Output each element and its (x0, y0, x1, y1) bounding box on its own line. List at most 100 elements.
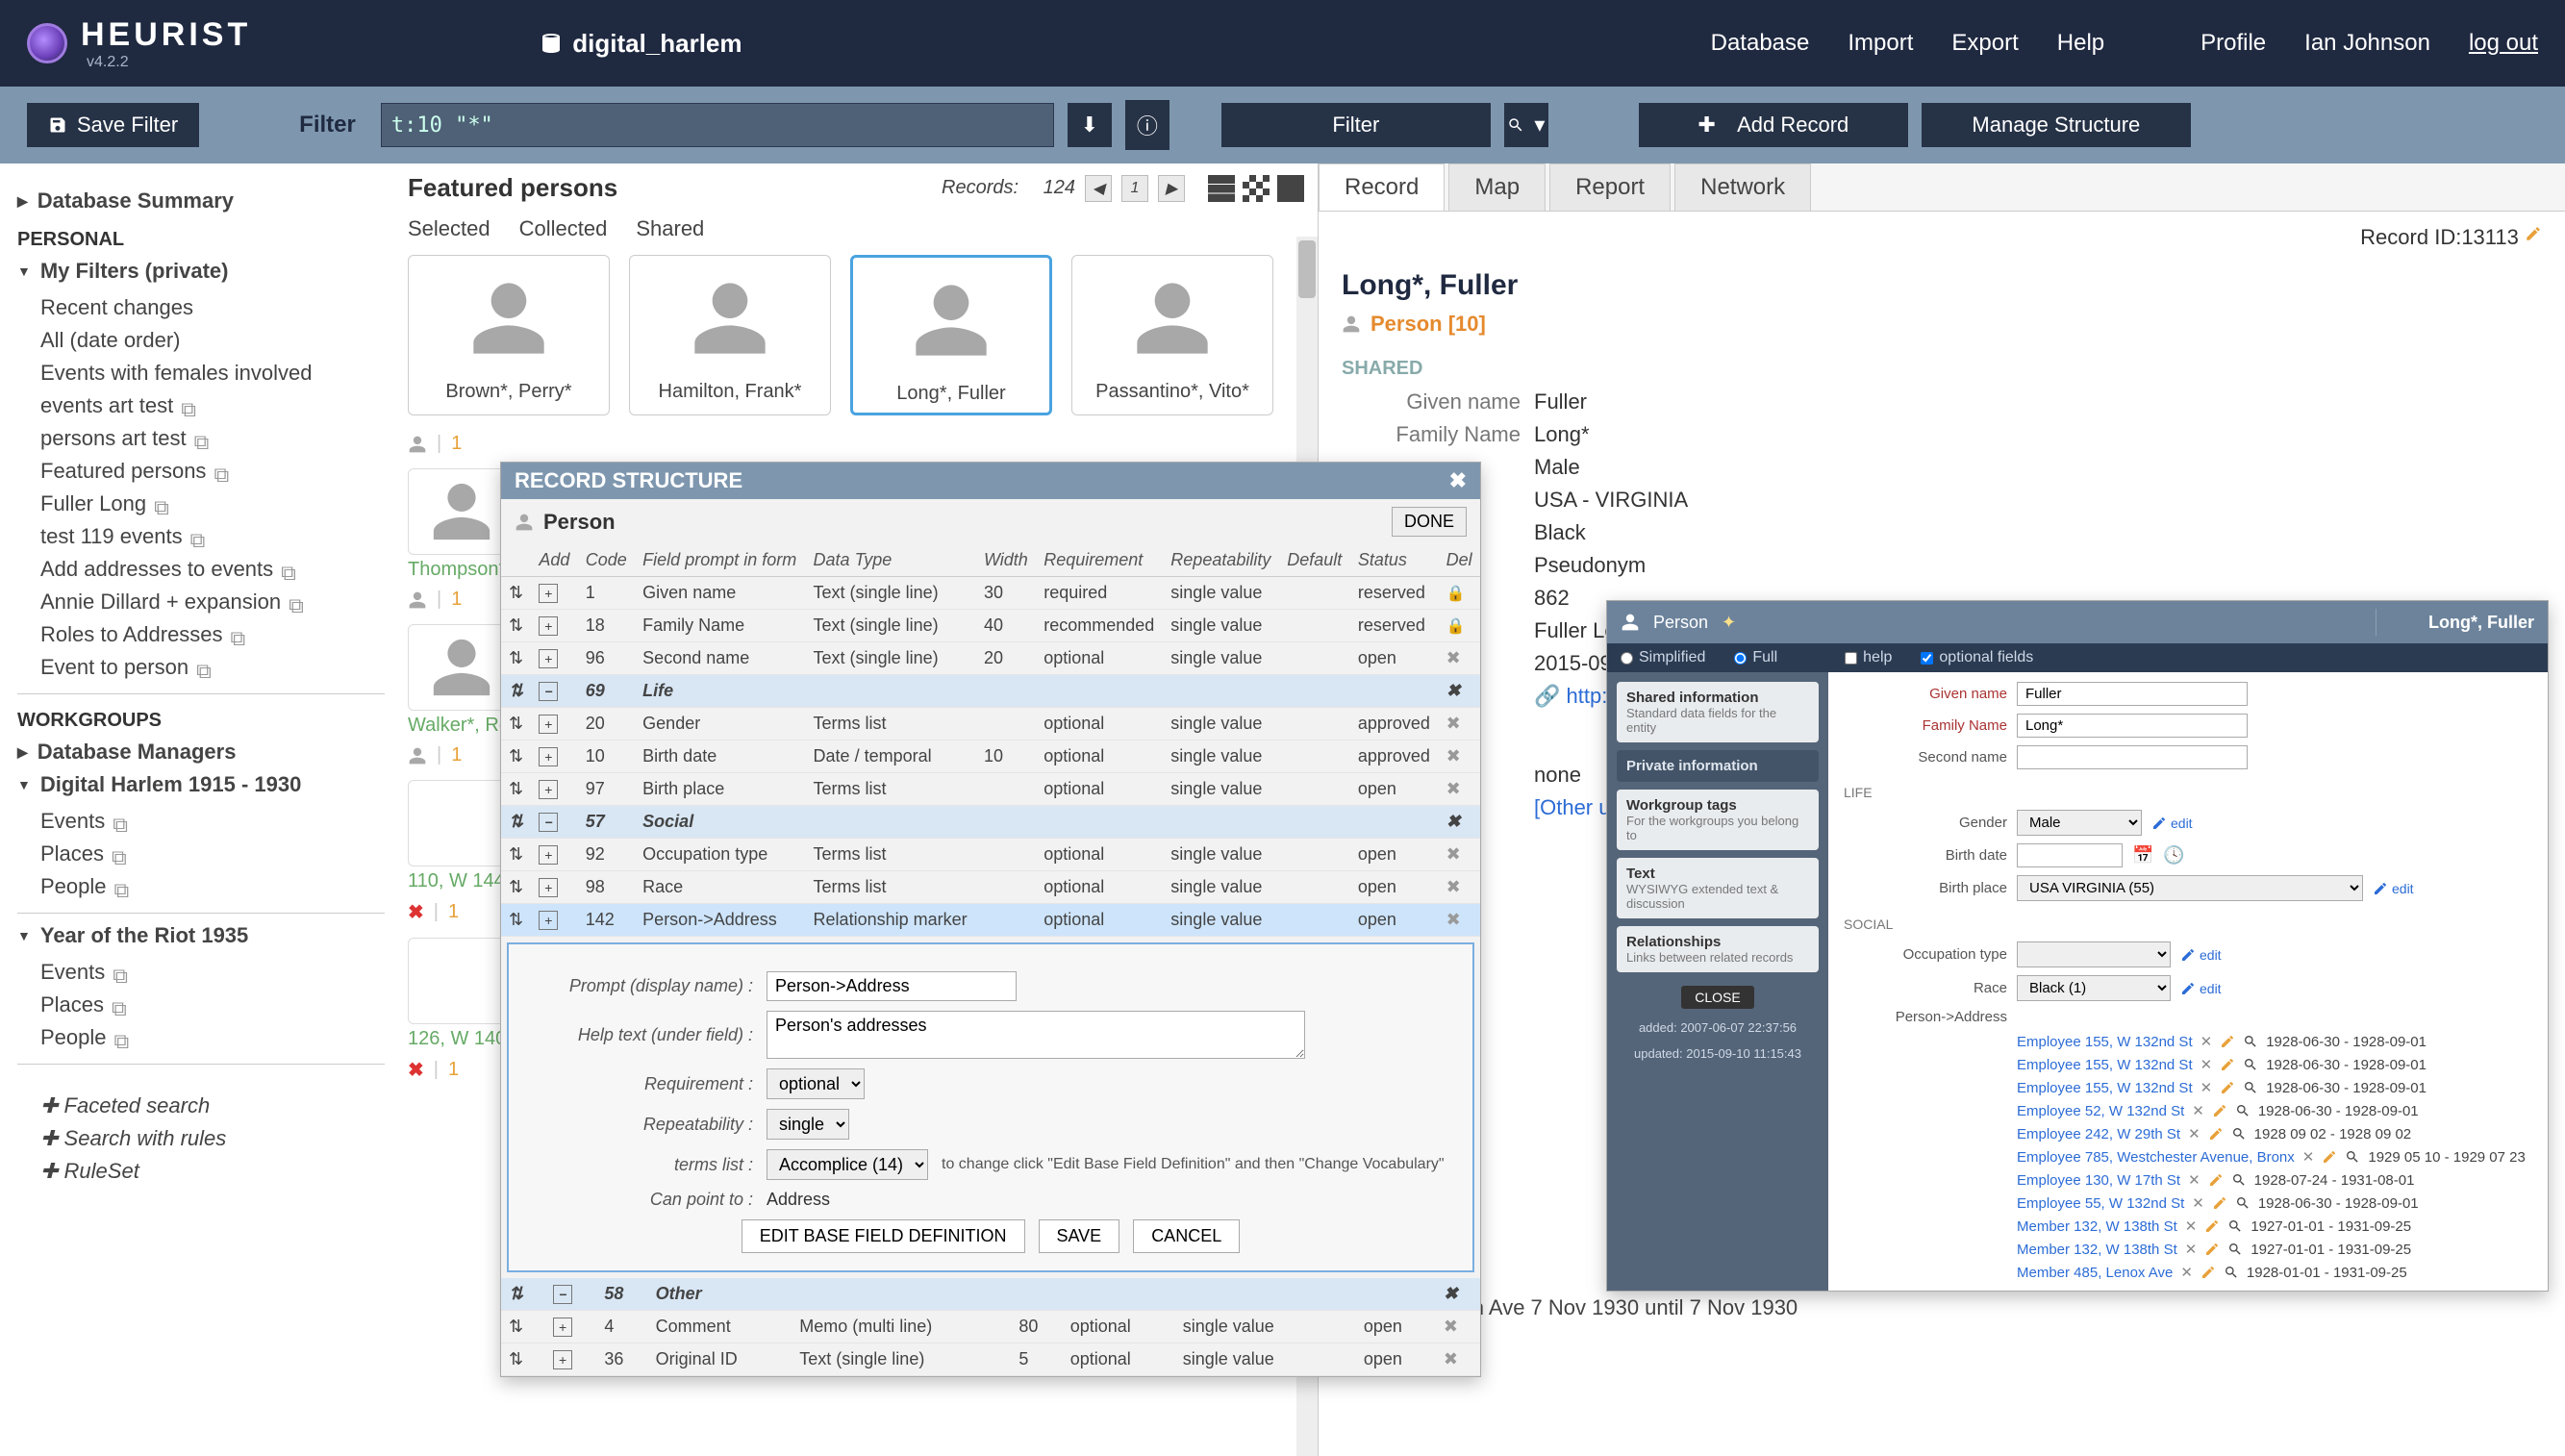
pager-page[interactable]: 1 (1121, 175, 1148, 202)
sidebar-item[interactable]: Event to person ⧉ (40, 651, 385, 684)
sidebar-item[interactable]: Add addresses to events ⧉ (40, 553, 385, 586)
sidebar-item[interactable]: events art test ⧉ (40, 389, 385, 422)
structure-row[interactable]: ⇅ +92Occupation typeTerms listoptionalsi… (501, 839, 1480, 871)
download-button[interactable]: ⬇ (1068, 103, 1112, 147)
delete-icon[interactable]: ✖ (408, 1058, 424, 1082)
person-card[interactable]: Long*, Fuller (850, 255, 1052, 415)
nav-export[interactable]: Export (1951, 30, 2018, 57)
save-button[interactable]: SAVE (1039, 1219, 1120, 1253)
filter-button[interactable]: Filter (1221, 103, 1491, 147)
family-name-input[interactable] (2017, 714, 2248, 738)
sidebar-item[interactable]: Places ⧉ (40, 838, 385, 870)
address-row[interactable]: Employee 52, W 132nd St✕ 1928-06-30 - 19… (2017, 1102, 2532, 1119)
edit-link[interactable]: edit (2180, 947, 2222, 963)
editor-side-card[interactable]: Private information (1617, 750, 1819, 782)
tab-shared[interactable]: Shared (636, 216, 704, 241)
sidebar-item[interactable]: ✚ Search with rules (40, 1122, 385, 1155)
close-button[interactable]: CLOSE (1681, 986, 1753, 1009)
filter-input[interactable] (381, 103, 1054, 147)
address-row[interactable]: Employee 242, W 29th St✕ 1928 09 02 - 19… (2017, 1125, 2532, 1142)
database-name[interactable]: digital_harlem (540, 29, 742, 59)
sidebar-item[interactable]: All (date order) (40, 324, 385, 357)
optional-check[interactable] (1921, 652, 1933, 665)
view-grid-icon[interactable] (1243, 175, 1270, 202)
edit-link[interactable]: edit (2151, 816, 2193, 831)
sidebar-item[interactable]: test 119 events ⧉ (40, 520, 385, 553)
sidebar-item[interactable]: Featured persons ⧉ (40, 455, 385, 488)
nav-profile[interactable]: Profile (2200, 30, 2266, 57)
delete-icon[interactable]: ✖ (408, 900, 424, 924)
database-summary-toggle[interactable]: Database Summary (17, 188, 385, 213)
structure-row[interactable]: ⇅ +98RaceTerms listoptionalsingle valueo… (501, 871, 1480, 904)
dialog-title-bar[interactable]: RECORD STRUCTURE ✖ (501, 463, 1480, 499)
structure-row[interactable]: ⇅ +20GenderTerms listoptionalsingle valu… (501, 708, 1480, 741)
tab-collected[interactable]: Collected (519, 216, 608, 241)
sidebar-item[interactable]: Events ⧉ (40, 956, 385, 989)
search-options-button[interactable]: ▾ (1504, 103, 1548, 147)
editor-side-card[interactable]: Shared informationStandard data fields f… (1617, 682, 1819, 742)
nav-logout[interactable]: log out (2469, 30, 2538, 57)
address-row[interactable]: Member 132, W 138th St✕ 1927-01-01 - 193… (2017, 1241, 2532, 1258)
occupation-select[interactable] (2017, 941, 2171, 967)
help-input[interactable] (767, 1011, 1305, 1059)
my-filters-toggle[interactable]: My Filters (private) (17, 259, 385, 284)
birth-date-input[interactable] (2017, 843, 2123, 867)
sidebar-item[interactable]: Events ⧉ (40, 805, 385, 838)
rtab-map[interactable]: Map (1448, 163, 1546, 211)
sidebar-item[interactable]: persons art test ⧉ (40, 422, 385, 455)
address-row[interactable]: Employee 130, W 17th St✕ 1928-07-24 - 19… (2017, 1171, 2532, 1189)
address-row[interactable]: Employee 155, W 132nd St✕ 1928-06-30 - 1… (2017, 1079, 2532, 1096)
db-managers-toggle[interactable]: Database Managers (17, 740, 385, 765)
sidebar-item[interactable]: Events with females involved (40, 357, 385, 389)
structure-row[interactable]: ⇅ +96Second nameText (single line)20opti… (501, 642, 1480, 675)
address-row[interactable]: Employee 155, W 132nd St✕ 1928-06-30 - 1… (2017, 1056, 2532, 1073)
birth-place-select[interactable]: USA VIRGINIA (55) (2017, 875, 2363, 901)
address-row[interactable]: Employee 785, Westchester Avenue, Bronx✕… (2017, 1148, 2532, 1166)
cancel-button[interactable]: CANCEL (1133, 1219, 1240, 1253)
sidebar-item[interactable]: ✚ Faceted search (40, 1090, 385, 1122)
nav-help[interactable]: Help (2057, 30, 2104, 57)
sidebar-item[interactable]: Annie Dillard + expansion ⧉ (40, 586, 385, 618)
add-record-button[interactable]: ✚ Add Record (1639, 103, 1908, 147)
structure-row[interactable]: ⇅ +4CommentMemo (multi line)80optionalsi… (501, 1311, 1480, 1343)
edit-link[interactable]: edit (2373, 881, 2414, 896)
edit-link[interactable]: edit (2180, 981, 2222, 996)
repeat-select[interactable]: single (767, 1109, 849, 1140)
address-row[interactable]: Member 132, W 138th St✕ 1927-01-01 - 193… (2017, 1218, 2532, 1235)
digital-harlem-toggle[interactable]: Digital Harlem 1915 - 1930 (17, 772, 385, 797)
year-riot-toggle[interactable]: Year of the Riot 1935 (17, 923, 385, 948)
structure-row[interactable]: ⇅ +18Family NameText (single line)40reco… (501, 610, 1480, 642)
address-row[interactable]: Member 485, Lenox Ave✕ 1928-01-01 - 1931… (2017, 1264, 2532, 1281)
rtab-network[interactable]: Network (1674, 163, 1811, 211)
view-list-icon[interactable] (1208, 175, 1235, 202)
pager-prev[interactable]: ◀ (1085, 175, 1112, 202)
nav-import[interactable]: Import (1848, 30, 1913, 57)
sidebar-item[interactable]: Fuller Long ⧉ (40, 488, 385, 520)
sidebar-item[interactable]: Recent changes (40, 291, 385, 324)
sidebar-item[interactable]: Places ⧉ (40, 989, 385, 1021)
second-name-input[interactable] (2017, 745, 2248, 769)
editor-side-card[interactable]: Workgroup tagsFor the workgroups you bel… (1617, 790, 1819, 850)
prompt-input[interactable] (767, 971, 1017, 1001)
editor-side-card[interactable]: TextWYSIWYG extended text & discussion (1617, 858, 1819, 918)
structure-row[interactable]: ⇅ +142Person->AddressRelationship marker… (501, 904, 1480, 937)
pencil-icon[interactable] (2525, 225, 2542, 242)
edit-base-button[interactable]: EDIT BASE FIELD DEFINITION (742, 1219, 1025, 1253)
sidebar-item[interactable]: People ⧉ (40, 870, 385, 903)
help-check[interactable] (1845, 652, 1857, 665)
person-card[interactable]: Hamilton, Frank* (629, 255, 831, 415)
manage-structure-button[interactable]: Manage Structure (1922, 103, 2191, 147)
editor-side-card[interactable]: RelationshipsLinks between related recor… (1617, 926, 1819, 972)
given-name-input[interactable] (2017, 682, 2248, 706)
structure-row[interactable]: ⇅ +36Original IDText (single line)5optio… (501, 1343, 1480, 1376)
gender-select[interactable]: Male (2017, 810, 2142, 836)
requirement-select[interactable]: optional (767, 1068, 865, 1099)
structure-row[interactable]: ⇅ +97Birth placeTerms listoptionalsingle… (501, 773, 1480, 806)
editor-title-bar[interactable]: Person ✦ Long*, Fuller (1607, 601, 2548, 643)
tab-selected[interactable]: Selected (408, 216, 490, 241)
rtab-record[interactable]: Record (1319, 163, 1445, 211)
race-select[interactable]: Black (1) (2017, 975, 2171, 1001)
save-filter-button[interactable]: Save Filter (27, 103, 199, 147)
structure-row[interactable]: ⇅ +10Birth dateDate / temporal10optional… (501, 741, 1480, 773)
view-cards-icon[interactable] (1277, 175, 1304, 202)
